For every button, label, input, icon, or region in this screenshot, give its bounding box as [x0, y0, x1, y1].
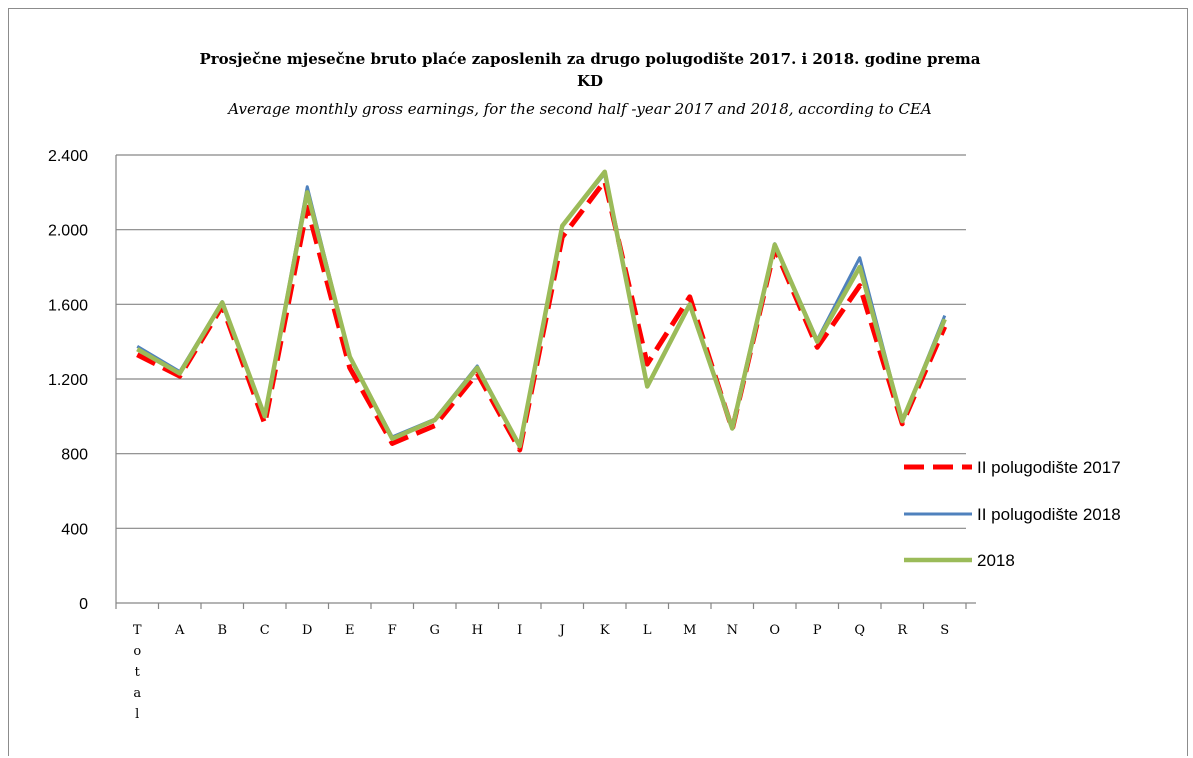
x-tick-label: G — [430, 623, 440, 638]
data-point — [179, 372, 181, 374]
y-tick-label: 0 — [79, 596, 88, 613]
data-point — [136, 354, 138, 356]
x-tick-label: B — [217, 623, 227, 638]
data-point — [434, 424, 436, 426]
legend: II polugodište 2017 II polugodište 2018 20… — [904, 458, 1121, 570]
data-point — [689, 296, 691, 298]
x-tick-label: J — [558, 623, 565, 638]
chart-subtitle: Average monthly gross earnings, for the … — [228, 100, 932, 118]
data-point — [604, 171, 606, 173]
x-tick-label: N — [727, 623, 738, 638]
data-point — [646, 363, 648, 365]
x-tick-label: D — [302, 623, 312, 638]
data-point — [476, 367, 478, 369]
chart-title-line1: Prosječne mjesečne bruto plaće zaposleni… — [199, 50, 981, 68]
y-tick-label: 800 — [61, 447, 88, 464]
legend-label: 2018 — [977, 551, 1015, 570]
y-tick-label: 1.200 — [48, 372, 88, 389]
y-tick-label: 1.600 — [48, 297, 88, 314]
x-tick-label: F — [388, 623, 397, 638]
x-tick-label: E — [345, 623, 355, 638]
x-tick-label: O — [769, 623, 780, 638]
series-lines — [136, 169, 948, 453]
data-point — [519, 449, 521, 451]
data-point — [136, 348, 138, 350]
x-tick-label: I — [517, 623, 522, 638]
data-point — [264, 415, 266, 417]
axes — [115, 155, 976, 609]
series-line-1 — [136, 178, 948, 453]
x-tick-label: R — [897, 623, 908, 638]
data-point — [944, 314, 946, 316]
gridlines — [116, 154, 966, 529]
data-point — [689, 303, 691, 305]
y-tick-label: 2.400 — [48, 148, 88, 165]
data-point — [136, 345, 138, 347]
data-point — [774, 243, 776, 245]
data-point — [731, 427, 733, 429]
y-tick-labels: 0 400 800 1.200 1.600 2.000 2.400 — [48, 148, 88, 613]
data-point — [816, 346, 818, 348]
data-point — [859, 256, 861, 258]
data-point — [646, 385, 648, 387]
data-point — [391, 442, 393, 444]
series-line-3 — [136, 169, 947, 449]
y-tick-label: 400 — [61, 521, 88, 538]
x-tick-label: L — [643, 623, 652, 638]
data-point — [306, 186, 308, 188]
legend-label: II polugodište 2017 — [977, 458, 1121, 477]
chart-frame — [8, 8, 1188, 756]
x-tick-label: A — [174, 623, 185, 638]
data-point — [901, 420, 903, 422]
data-point — [391, 438, 393, 440]
x-tick-label: P — [813, 623, 822, 638]
data-point — [434, 419, 436, 421]
y-tick-label: 2.000 — [48, 223, 88, 240]
x-tick-label: M — [683, 623, 696, 638]
x-tick-label: H — [472, 623, 483, 638]
chart-title: Prosječne mjesečne bruto plaće zaposleni… — [0, 48, 1180, 92]
data-point — [264, 423, 266, 425]
data-point — [519, 445, 521, 447]
data-point — [306, 191, 308, 193]
data-point — [859, 266, 861, 268]
x-tick-label: C — [260, 623, 270, 638]
x-tick-label: K — [600, 623, 610, 638]
x-tick-label: Q — [854, 623, 865, 638]
data-point — [221, 301, 223, 303]
chart-title-line2: KD — [576, 72, 604, 90]
data-point — [944, 318, 946, 320]
data-point — [816, 340, 818, 342]
data-point — [561, 225, 563, 227]
x-tick-label: S — [940, 623, 949, 638]
legend-label: II polugodište 2018 — [977, 505, 1121, 524]
data-point — [349, 367, 351, 369]
data-point — [349, 355, 351, 357]
data-point — [859, 284, 861, 286]
